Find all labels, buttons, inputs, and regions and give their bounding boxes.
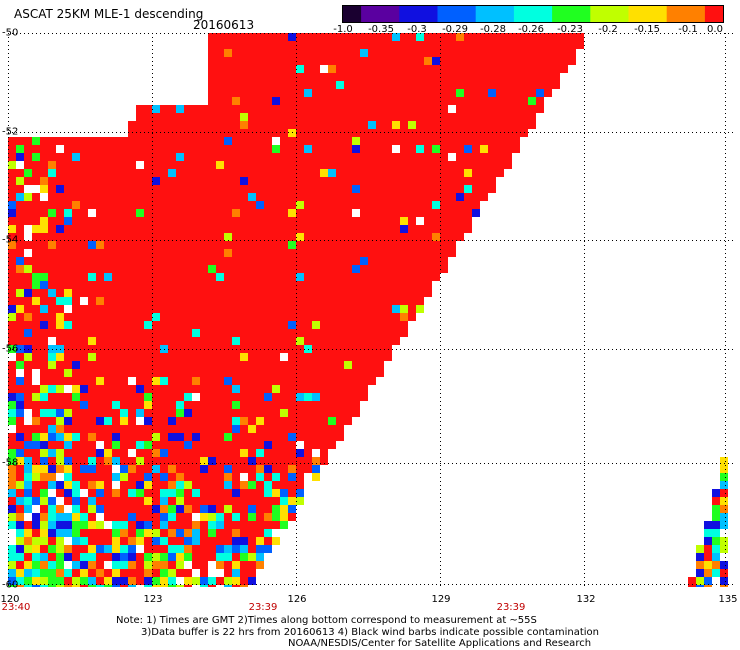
colorbar-label: 0.0	[707, 24, 723, 35]
lat-label: -54	[2, 234, 19, 246]
lat-label: -56	[2, 343, 19, 355]
map-date: 20160613	[193, 18, 255, 32]
lon-label: 132	[576, 594, 596, 605]
colorbar-label: -0.23	[557, 24, 583, 35]
colorbar-label: -1.0	[333, 24, 353, 35]
lon-label: 129	[431, 594, 451, 605]
lat-label: -58	[2, 457, 19, 469]
colorbar	[342, 5, 724, 23]
time-label: 23:40	[1, 602, 31, 613]
colorbar-label: -0.35	[368, 24, 394, 35]
lat-label: -52	[2, 126, 19, 138]
note-line-3: NOAA/NESDIS/Center for Satellite Applica…	[288, 638, 592, 649]
lon-label: 135	[718, 594, 738, 605]
lon-label: 126	[287, 594, 307, 605]
lat-label: -50	[2, 27, 19, 39]
colorbar-label: -0.3	[407, 24, 427, 35]
note-line-2: 3)Data buffer is 22 hrs from 20160613 4)…	[141, 627, 599, 638]
colorbar-label: -0.1	[678, 24, 698, 35]
note-line-1: Note: 1) Times are GMT 2)Times along bot…	[116, 615, 537, 626]
colorbar-label: -0.26	[518, 24, 544, 35]
colorbar-label: -0.29	[442, 24, 468, 35]
time-label: 23:39	[496, 602, 526, 613]
map-plot	[8, 33, 733, 587]
lon-label: 123	[143, 594, 163, 605]
colorbar-label: -0.28	[480, 24, 506, 35]
lon-label: 120	[0, 594, 20, 605]
lat-label: -60	[2, 579, 19, 591]
colorbar-label: -0.2	[598, 24, 618, 35]
map-title: ASCAT 25KM MLE-1 descending	[14, 7, 204, 21]
time-label: 23:39	[248, 602, 278, 613]
colorbar-label: -0.15	[634, 24, 660, 35]
